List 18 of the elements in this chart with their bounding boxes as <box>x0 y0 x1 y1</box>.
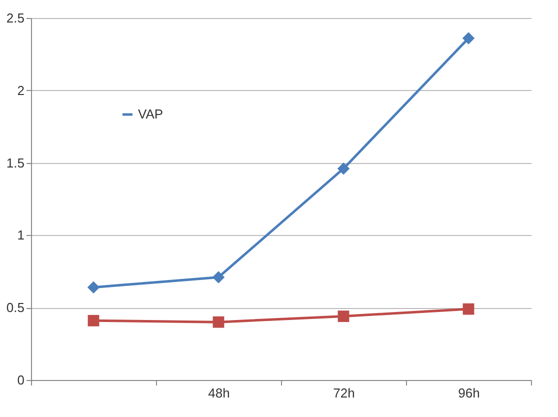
y-tick-label: 2.5 <box>6 10 24 26</box>
x-tick-label: 96h <box>458 386 480 400</box>
point <box>87 281 100 294</box>
y-tick-label: 0.5 <box>6 300 24 316</box>
x-tick-label: 48h <box>208 386 230 400</box>
point <box>338 310 350 322</box>
x-tick-label: 72h <box>333 386 355 400</box>
point <box>212 316 224 328</box>
y-tick-label: 0 <box>17 372 24 388</box>
y-tick-label: 1.5 <box>6 155 24 170</box>
y-tick-label: 2 <box>17 82 24 98</box>
point <box>462 32 475 44</box>
point <box>337 162 350 175</box>
legend-label: VAP <box>138 106 164 122</box>
y-tick-label: 1 <box>17 228 24 243</box>
point <box>462 303 474 315</box>
point <box>88 314 100 326</box>
point <box>212 271 225 284</box>
